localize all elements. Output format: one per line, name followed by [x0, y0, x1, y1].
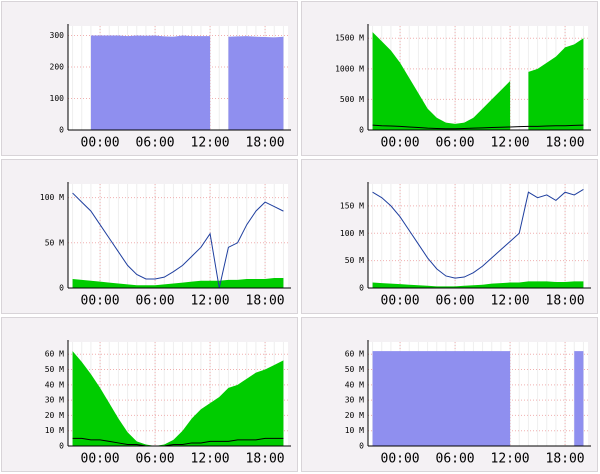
y-tick-label: 10 M [345, 426, 364, 435]
x-tick-label: 00:00 [381, 452, 420, 467]
y-tick-label: 150 M [340, 201, 364, 210]
y-tick-label: 0 [59, 284, 64, 293]
plot-area [368, 184, 588, 288]
x-tick-label: 00:00 [381, 136, 420, 151]
area-series [72, 278, 284, 288]
y-tick-label: 0 [59, 442, 64, 451]
y-tick-label: 60 M [345, 350, 364, 359]
y-tick-label: 50 M [45, 238, 64, 247]
area-series [72, 351, 284, 446]
x-tick-label: 18:00 [546, 294, 585, 309]
x-tick-label: 18:00 [246, 452, 285, 467]
area-series [72, 35, 284, 130]
x-tick-label: 12:00 [491, 294, 530, 309]
x-tick-label: 00:00 [81, 294, 120, 309]
x-tick-label: 06:00 [436, 452, 475, 467]
y-tick-label: 100 M [340, 229, 364, 238]
x-tick-label: 18:00 [246, 294, 285, 309]
x-tick-label: 12:00 [191, 294, 230, 309]
y-tick-label: 0 [359, 284, 364, 293]
x-tick-label: 06:00 [136, 452, 175, 467]
x-tick-label: 12:00 [491, 136, 530, 151]
line-series [372, 189, 584, 279]
x-tick-label: 18:00 [546, 136, 585, 151]
line-series [72, 192, 284, 289]
y-tick-label: 20 M [45, 411, 64, 420]
x-tick-label: 00:00 [81, 452, 120, 467]
x-tick-label: 06:00 [436, 294, 475, 309]
x-tick-label: 00:00 [81, 136, 120, 151]
y-tick-label: 0 [59, 126, 64, 135]
x-tick-label: 12:00 [191, 452, 230, 467]
x-tick-label: 00:00 [381, 294, 420, 309]
area-series [372, 351, 584, 446]
y-tick-label: 100 [50, 94, 65, 103]
y-tick-label: 300 [50, 31, 65, 40]
y-tick-label: 0 [359, 126, 364, 135]
y-tick-label: 30 M [345, 396, 364, 405]
y-tick-label: 10 M [45, 426, 64, 435]
y-tick-label: 100 M [40, 193, 64, 202]
x-tick-label: 06:00 [436, 136, 475, 151]
x-tick-label: 18:00 [546, 452, 585, 467]
plot-area [68, 184, 288, 288]
area-series [372, 281, 584, 288]
x-tick-label: 18:00 [246, 136, 285, 151]
y-tick-label: 50 M [45, 365, 64, 374]
x-tick-label: 12:00 [191, 136, 230, 151]
x-tick-label: 06:00 [136, 136, 175, 151]
y-tick-label: 30 M [45, 396, 64, 405]
x-tick-label: 06:00 [136, 294, 175, 309]
x-tick-label: 12:00 [491, 452, 530, 467]
y-tick-label: 40 M [45, 380, 64, 389]
y-tick-label: 1000 M [335, 64, 364, 73]
line-series [372, 124, 584, 130]
y-tick-label: 500 M [340, 95, 364, 104]
area-series [372, 32, 584, 130]
y-tick-label: 40 M [345, 380, 364, 389]
y-tick-label: 50 M [345, 365, 364, 374]
y-tick-label: 200 [50, 62, 65, 71]
line-series [72, 437, 284, 447]
y-tick-label: 60 M [45, 350, 64, 359]
y-tick-label: 0 [359, 442, 364, 451]
y-tick-label: 20 M [345, 411, 364, 420]
y-tick-label: 1500 M [335, 34, 364, 43]
y-tick-label: 50 M [345, 256, 364, 265]
